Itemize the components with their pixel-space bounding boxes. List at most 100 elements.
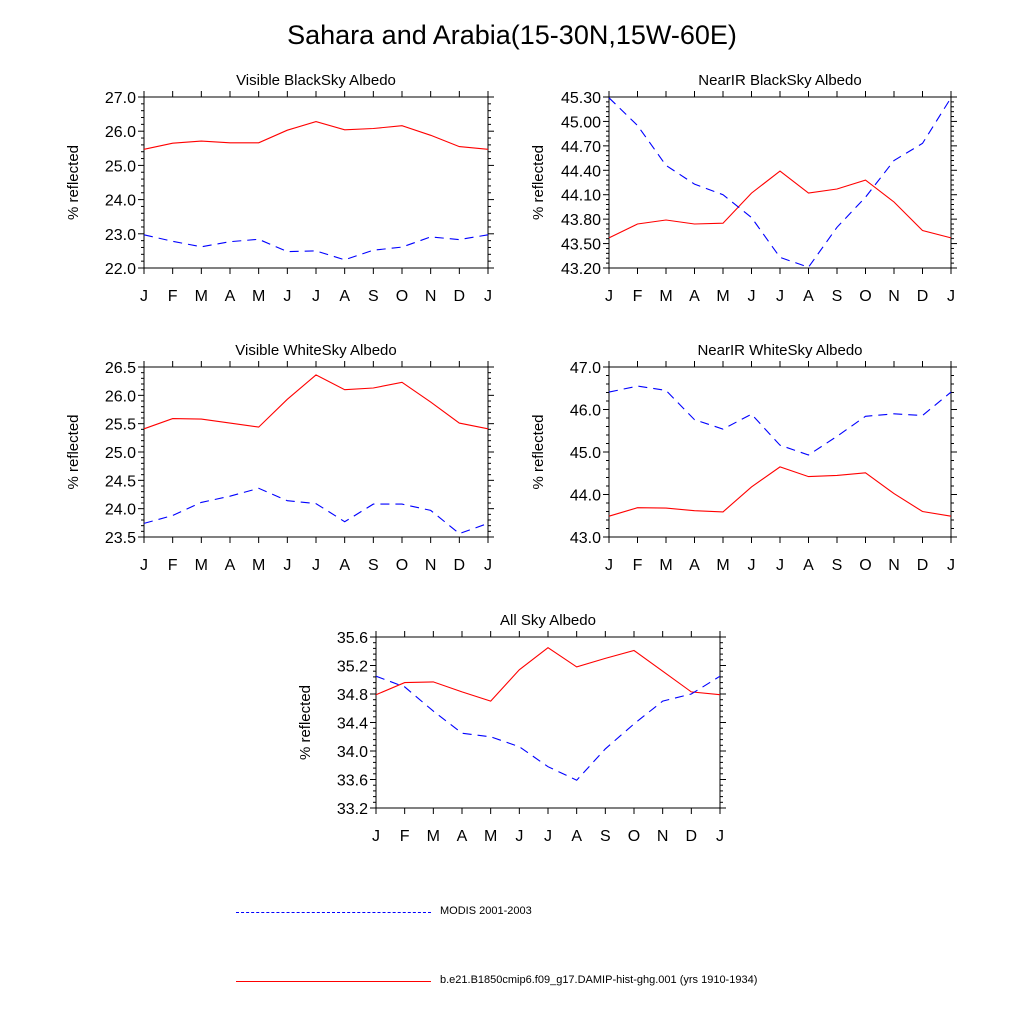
x-tick-label: A — [225, 557, 236, 574]
x-tick-label: D — [917, 557, 929, 574]
x-tick-label: S — [368, 288, 379, 305]
x-tick-label: J — [312, 288, 320, 305]
x-tick-label: M — [252, 288, 265, 305]
x-tick-label: M — [659, 557, 672, 574]
legend-label-model: b.e21.B1850cmip6.f09_g17.DAMIP-hist-ghg.… — [440, 974, 758, 986]
x-tick-label: J — [283, 288, 291, 305]
x-tick-label: A — [225, 288, 236, 305]
x-tick-label: J — [372, 828, 380, 845]
y-axis-label: % reflected — [530, 145, 547, 220]
x-tick-label: A — [339, 288, 350, 305]
panel-1: NearIR BlackSky Albedo % reflected 43.20 43… — [530, 72, 957, 305]
panel-title: Visible BlackSky Albedo — [236, 72, 396, 89]
x-tick-label: J — [484, 288, 492, 305]
series-line-model — [608, 466, 952, 517]
series-line-model — [143, 374, 489, 430]
x-tick-label: O — [859, 557, 871, 574]
x-tick-label: J — [716, 828, 724, 845]
y-tick-label: 26.0 — [105, 124, 136, 141]
series-line-model — [608, 170, 952, 239]
x-tick-label: M — [484, 828, 497, 845]
x-tick-label: J — [312, 557, 320, 574]
x-tick-label: M — [195, 557, 208, 574]
x-tick-label: O — [859, 288, 871, 305]
plot-frame — [143, 96, 489, 269]
panel-title: Visible WhiteSky Albedo — [235, 342, 396, 359]
x-tick-label: N — [425, 557, 437, 574]
x-tick-label: A — [803, 288, 814, 305]
y-tick-label: 43.0 — [570, 530, 601, 547]
x-tick-label: O — [628, 828, 640, 845]
x-tick-label: D — [454, 288, 466, 305]
y-tick-label: 35.6 — [337, 630, 368, 647]
plot-frame — [608, 366, 952, 538]
y-tick-label: 23.0 — [105, 227, 136, 244]
x-tick-label: M — [195, 288, 208, 305]
x-tick-label: J — [283, 557, 291, 574]
y-tick-label: 25.5 — [105, 417, 136, 434]
y-tick-label: 27.0 — [105, 90, 136, 107]
x-tick-label: J — [947, 288, 955, 305]
y-tick-label: 33.6 — [337, 773, 368, 790]
plot-frame — [143, 366, 489, 538]
x-tick-label: M — [716, 557, 729, 574]
x-tick-label: J — [605, 557, 613, 574]
y-tick-label: 34.8 — [337, 687, 368, 704]
x-tick-label: A — [571, 828, 582, 845]
y-tick-label: 45.0 — [570, 445, 601, 462]
x-tick-label: J — [947, 557, 955, 574]
legend-dashed-line-swatch — [236, 912, 431, 913]
x-tick-label: J — [605, 288, 613, 305]
y-tick-label: 46.0 — [570, 403, 601, 420]
y-tick-label: 33.2 — [337, 801, 368, 818]
x-tick-label: J — [140, 557, 148, 574]
panel-4: All Sky Albedo % reflected 33.2 33.6 34.0 34.… — [297, 612, 726, 845]
x-tick-label: O — [396, 288, 408, 305]
y-tick-label: 47.0 — [570, 360, 601, 377]
y-tick-label: 23.5 — [105, 530, 136, 547]
legend-entry-model: b.e21.B1850cmip6.f09_g17.DAMIP-hist-ghg.… — [236, 974, 836, 1001]
series-line-modis — [608, 97, 952, 268]
y-axis-label: % reflected — [297, 685, 314, 760]
x-tick-label: N — [888, 557, 900, 574]
y-tick-label: 44.70 — [561, 139, 601, 156]
x-tick-label: N — [657, 828, 669, 845]
y-tick-label: 43.20 — [561, 261, 601, 278]
panel-2: Visible WhiteSky Albedo % reflected 23.5 24… — [65, 342, 494, 574]
x-tick-label: J — [748, 557, 756, 574]
x-tick-label: A — [689, 288, 700, 305]
y-tick-label: 43.50 — [561, 237, 601, 254]
panel-title: NearIR BlackSky Albedo — [698, 72, 861, 89]
x-tick-label: N — [425, 288, 437, 305]
x-tick-label: S — [368, 557, 379, 574]
x-tick-label: A — [803, 557, 814, 574]
legend-label-modis: MODIS 2001-2003 — [440, 905, 532, 917]
series-line-modis — [143, 487, 489, 535]
y-axis-label: % reflected — [530, 414, 547, 489]
x-tick-label: A — [689, 557, 700, 574]
series-line-modis — [375, 675, 721, 781]
y-tick-label: 44.0 — [570, 488, 601, 505]
legend-entry-modis: MODIS 2001-2003 — [236, 905, 836, 932]
x-tick-label: A — [457, 828, 468, 845]
y-tick-label: 44.40 — [561, 163, 601, 180]
y-tick-label: 26.0 — [105, 388, 136, 405]
panel-3: NearIR WhiteSky Albedo % reflected 43.0 44.… — [530, 342, 957, 574]
x-tick-label: J — [776, 288, 784, 305]
series-line-modis — [608, 385, 952, 456]
panel-0: Visible BlackSky Albedo % reflected 22.0 23… — [65, 72, 494, 305]
series-line-model — [143, 121, 489, 150]
x-tick-label: S — [832, 288, 843, 305]
x-tick-label: J — [748, 288, 756, 305]
x-tick-label: J — [515, 828, 523, 845]
y-axis-label: % reflected — [65, 145, 82, 220]
x-tick-label: F — [168, 557, 178, 574]
y-tick-label: 45.00 — [561, 114, 601, 131]
x-tick-label: M — [252, 557, 265, 574]
x-tick-label: S — [600, 828, 611, 845]
x-tick-label: S — [832, 557, 843, 574]
x-tick-label: O — [396, 557, 408, 574]
y-tick-label: 24.0 — [105, 502, 136, 519]
y-tick-label: 22.0 — [105, 261, 136, 278]
